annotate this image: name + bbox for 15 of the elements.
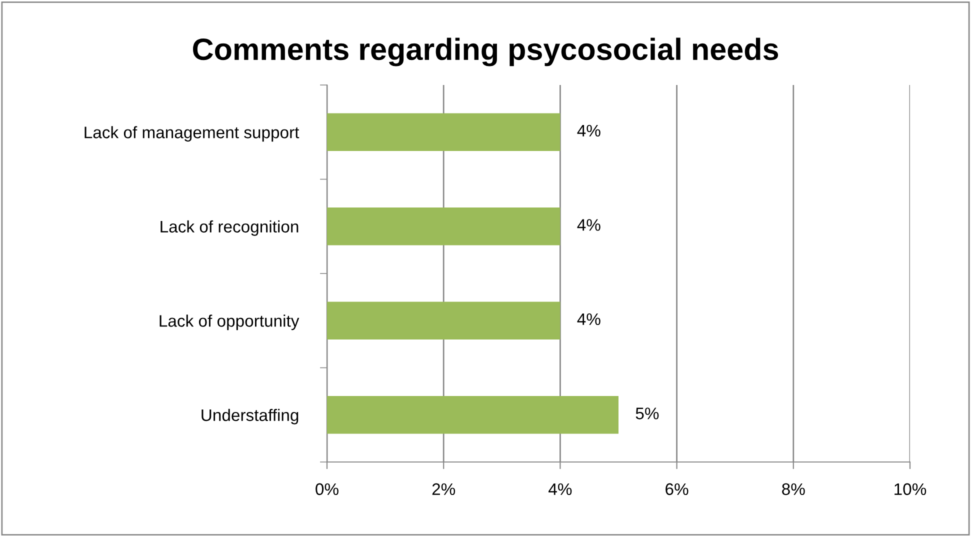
y-tick-label: Lack of opportunity	[160, 314, 300, 330]
y-tick-label: Understaffing	[202, 408, 298, 424]
y-tick-label: Lack of recognition	[160, 220, 298, 236]
x-tick-label: 8%	[782, 483, 805, 496]
x-tick-label: 0%	[316, 483, 338, 496]
chart-title: Comments regarding psycosocial needs	[193, 38, 778, 66]
x-tick-label: 10%	[894, 483, 926, 496]
y-tick-label: Lack of management support	[84, 126, 300, 142]
data-label: 4%	[577, 219, 600, 231]
x-tick-label: 4%	[548, 483, 572, 496]
x-tick-label: 6%	[666, 483, 688, 496]
data-label: 5%	[636, 408, 659, 420]
data-label: 4%	[577, 313, 600, 326]
data-label: 4%	[577, 124, 600, 137]
x-tick-label: 2%	[432, 483, 456, 496]
